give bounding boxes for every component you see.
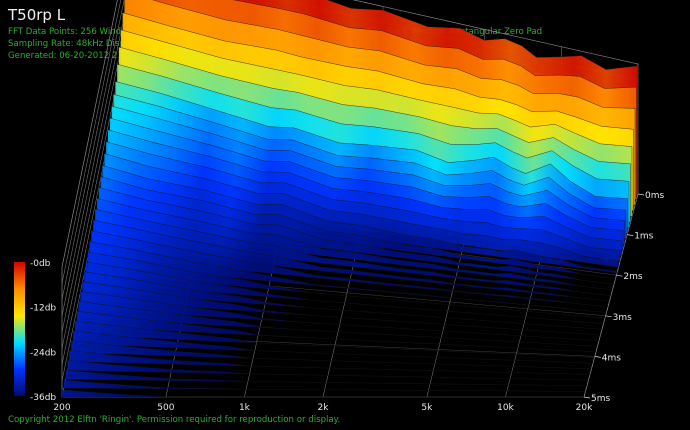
time-tick-mark xyxy=(627,234,634,236)
decay-slice xyxy=(78,301,598,347)
decay-slice xyxy=(63,379,586,392)
time-tick-label: 2ms xyxy=(623,272,642,282)
decay-slice xyxy=(87,251,606,319)
time-tick-mark xyxy=(605,315,612,318)
x-tick-label: 5k xyxy=(421,403,433,413)
decay-slice xyxy=(81,281,601,336)
decay-slice xyxy=(70,340,592,369)
decay-slice xyxy=(92,219,610,302)
time-tick-mark xyxy=(637,193,645,196)
decay-slice xyxy=(61,389,584,398)
left-wall-gridline xyxy=(61,0,122,284)
x-tick-label: 200 xyxy=(53,403,70,413)
chart-title: T50rp L xyxy=(8,6,66,24)
left-wall-gridline xyxy=(61,0,125,300)
time-tick-mark xyxy=(583,396,591,399)
decay-slice xyxy=(91,230,609,307)
time-tick-label: 3ms xyxy=(613,313,632,323)
decay-slice xyxy=(67,360,589,381)
colorbar-label: -12db xyxy=(30,304,56,314)
decay-slice xyxy=(80,291,600,341)
decay-slice xyxy=(85,261,604,324)
time-tick-label: 1ms xyxy=(634,232,653,242)
colorbar-label: -0db xyxy=(30,259,51,269)
x-tick-label: 20k xyxy=(576,403,593,413)
copyright-notice: Copyright 2012 Elftn 'Ringin'. Permissio… xyxy=(8,415,341,425)
decay-slice xyxy=(72,330,594,364)
decay-slice xyxy=(76,310,597,353)
colorbar xyxy=(14,262,25,396)
decay-slice xyxy=(94,208,612,296)
x-tick-label: 1k xyxy=(239,403,251,413)
decay-slice xyxy=(74,320,595,358)
decay-slice xyxy=(89,241,607,313)
decay-slice xyxy=(69,350,591,375)
x-tick-label: 2k xyxy=(318,403,330,413)
time-tick-mark xyxy=(616,274,623,277)
left-wall-gridline xyxy=(61,0,128,316)
time-tick-label: 0ms xyxy=(645,191,664,201)
decay-slice xyxy=(65,369,588,386)
x-tick-label: 500 xyxy=(157,403,174,413)
time-tick-label: 4ms xyxy=(602,353,621,363)
colorbar-label: -24db xyxy=(30,348,56,358)
time-tick-label: 5ms xyxy=(591,394,610,404)
decay-slice xyxy=(83,271,603,330)
colorbar-label: -36db xyxy=(30,393,56,403)
time-tick-mark xyxy=(594,356,601,358)
x-tick-label: 10k xyxy=(497,403,514,413)
